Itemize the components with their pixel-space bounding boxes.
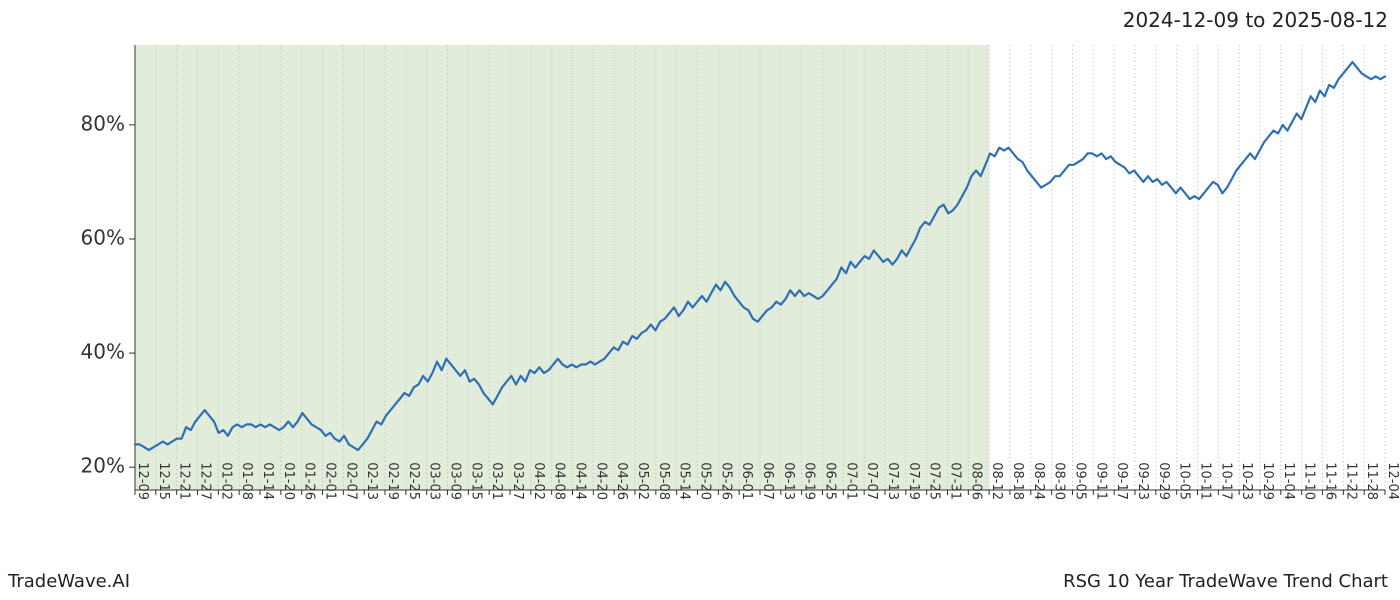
trend-chart: 12-09 12-15 12-21 12-27 01-02 01-08 01-14 01-20… (0, 0, 1400, 600)
x-tick-label: 11-22 (1343, 462, 1358, 500)
x-tick-label: 02-13 (364, 462, 379, 500)
x-tick-label: 03-03 (427, 462, 442, 500)
x-tick-label: 03-15 (468, 462, 483, 500)
x-tick-label: 12-27 (198, 462, 213, 500)
x-tick-label: 01-02 (218, 462, 233, 500)
x-tick-label: 12-09 (135, 462, 150, 500)
x-tick-label: 01-20 (281, 462, 296, 500)
x-tick-label: 02-01 (323, 462, 338, 500)
x-tick-label: 08-30 (1052, 462, 1067, 500)
x-tick-label: 06-19 (802, 462, 817, 500)
x-tick-label: 07-13 (885, 462, 900, 500)
x-tick-label: 05-26 (718, 462, 733, 500)
y-tick-label: 80% (81, 111, 125, 135)
x-tick-label: 12-15 (156, 462, 171, 500)
x-tick-label: 10-23 (1239, 462, 1254, 500)
x-tick-label: 09-05 (1073, 462, 1088, 500)
y-tick-label: 40% (81, 340, 125, 364)
y-tick-label: 60% (81, 225, 125, 249)
x-tick-label: 09-17 (1114, 462, 1129, 500)
x-tick-label: 10-17 (1218, 462, 1233, 500)
x-tick-label: 01-14 (260, 462, 275, 500)
x-tick-label: 09-11 (1093, 462, 1108, 500)
x-tick-label: 08-24 (1031, 462, 1046, 500)
x-tick-label: 05-14 (677, 462, 692, 500)
x-tick-label: 02-19 (385, 462, 400, 500)
x-tick-label: 08-06 (968, 462, 983, 500)
x-tick-label: 02-25 (406, 462, 421, 500)
x-tick-label: 11-04 (1281, 462, 1296, 500)
x-tick-label: 11-10 (1302, 462, 1317, 500)
x-tick-label: 01-08 (239, 462, 254, 500)
x-tick-label: 07-25 (927, 462, 942, 500)
x-tick-label: 08-18 (1010, 462, 1025, 500)
x-tick-label: 05-08 (656, 462, 671, 500)
x-tick-label: 06-25 (823, 462, 838, 500)
x-tick-label: 11-16 (1323, 462, 1338, 500)
x-tick-label: 05-02 (635, 462, 650, 500)
x-tick-label: 05-20 (698, 462, 713, 500)
x-tick-label: 12-21 (177, 462, 192, 500)
x-tick-label: 03-21 (489, 462, 504, 500)
x-tick-label: 04-26 (614, 462, 629, 500)
x-tick-label: 10-05 (1177, 462, 1192, 500)
x-tick-label: 04-20 (593, 462, 608, 500)
x-tick-label: 04-14 (573, 462, 588, 500)
x-tick-label: 06-13 (781, 462, 796, 500)
x-tick-label: 10-29 (1260, 462, 1275, 500)
x-tick-label: 04-02 (531, 462, 546, 500)
highlight-band (135, 45, 989, 490)
x-tick-label: 12-04 (1385, 462, 1400, 500)
x-tick-label: 11-28 (1364, 462, 1379, 500)
x-tick-label: 07-07 (864, 462, 879, 500)
x-tick-label: 07-19 (906, 462, 921, 500)
x-tick-label: 07-01 (843, 462, 858, 500)
x-tick-label: 09-29 (1156, 462, 1171, 500)
x-tick-label: 03-27 (510, 462, 525, 500)
x-tick-label: 04-08 (552, 462, 567, 500)
x-tick-label: 07-31 (948, 462, 963, 500)
x-tick-label: 08-12 (989, 462, 1004, 500)
x-tick-label: 09-23 (1135, 462, 1150, 500)
x-tick-label: 06-01 (739, 462, 754, 500)
x-tick-label: 02-07 (343, 462, 358, 500)
x-tick-label: 06-07 (760, 462, 775, 500)
y-tick-label: 20% (81, 454, 125, 478)
x-tick-label: 03-09 (448, 462, 463, 500)
x-tick-label: 10-11 (1198, 462, 1213, 500)
x-tick-label: 01-26 (302, 462, 317, 500)
